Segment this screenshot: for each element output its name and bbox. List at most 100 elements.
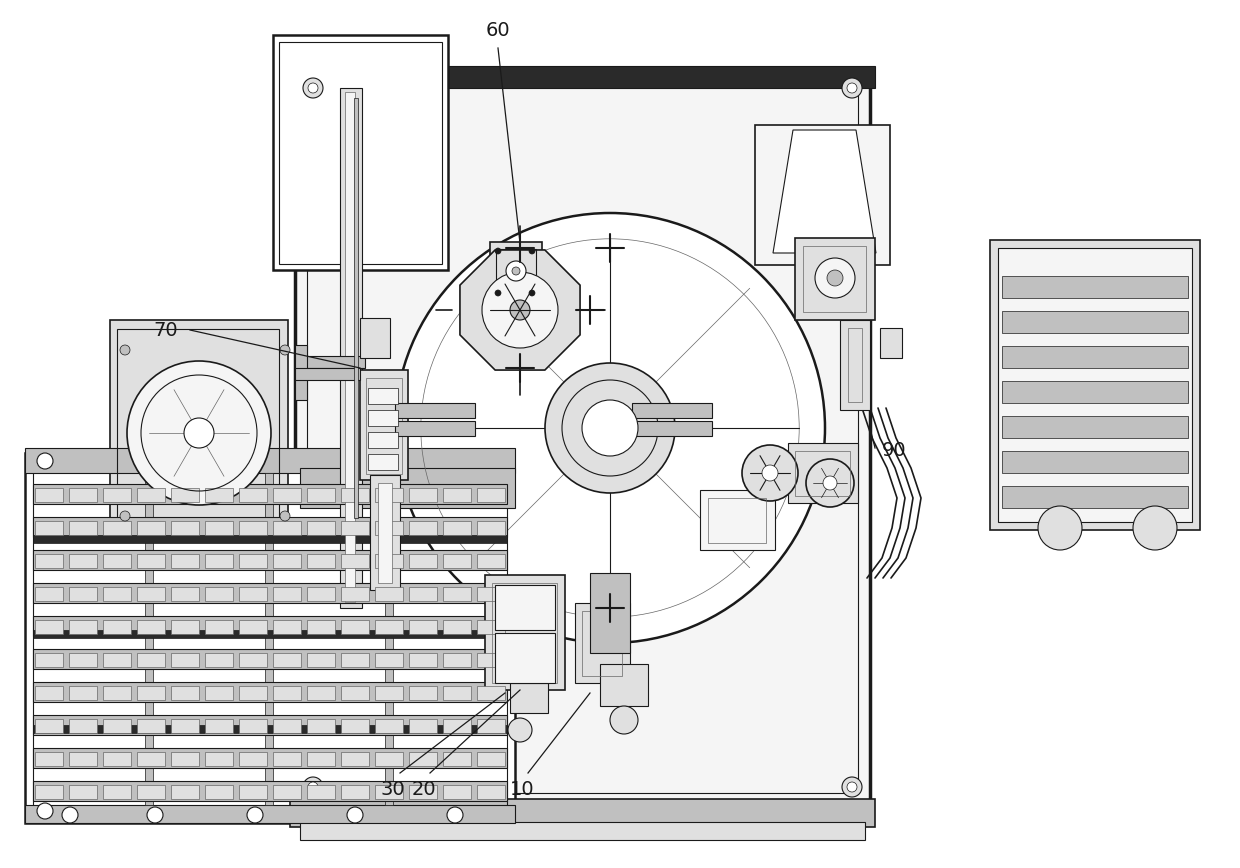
- Circle shape: [308, 83, 317, 93]
- Bar: [205, 653, 233, 667]
- Bar: [477, 719, 505, 733]
- Bar: [171, 785, 198, 799]
- Bar: [69, 587, 97, 601]
- Bar: [103, 554, 131, 568]
- Bar: [239, 719, 267, 733]
- Bar: [409, 587, 436, 601]
- Bar: [273, 620, 301, 634]
- Bar: [1002, 381, 1188, 403]
- Text: 20: 20: [412, 780, 436, 799]
- Circle shape: [510, 300, 529, 320]
- Bar: [374, 620, 403, 634]
- Bar: [273, 488, 301, 502]
- Circle shape: [347, 807, 363, 823]
- Bar: [409, 686, 436, 700]
- Bar: [1002, 451, 1188, 473]
- Bar: [370, 475, 401, 590]
- Bar: [279, 42, 441, 264]
- Text: 30: 30: [381, 780, 405, 799]
- Bar: [477, 752, 505, 766]
- Bar: [33, 484, 507, 504]
- Bar: [205, 521, 233, 535]
- Bar: [136, 554, 165, 568]
- Bar: [374, 719, 403, 733]
- Bar: [308, 785, 335, 799]
- Bar: [239, 620, 267, 634]
- Bar: [33, 583, 507, 603]
- Bar: [103, 620, 131, 634]
- Bar: [103, 785, 131, 799]
- Circle shape: [763, 465, 777, 481]
- Circle shape: [508, 718, 532, 742]
- Circle shape: [280, 345, 290, 355]
- Bar: [103, 686, 131, 700]
- Bar: [495, 633, 556, 683]
- Bar: [575, 603, 630, 683]
- Bar: [477, 686, 505, 700]
- Circle shape: [37, 453, 53, 469]
- Bar: [290, 799, 875, 827]
- Bar: [374, 785, 403, 799]
- Bar: [239, 554, 267, 568]
- Bar: [35, 785, 63, 799]
- Bar: [443, 620, 471, 634]
- Bar: [35, 719, 63, 733]
- Bar: [103, 521, 131, 535]
- Bar: [205, 686, 233, 700]
- Bar: [308, 488, 335, 502]
- Bar: [341, 587, 370, 601]
- Bar: [443, 785, 471, 799]
- Bar: [795, 451, 849, 496]
- Bar: [103, 653, 131, 667]
- Bar: [171, 587, 198, 601]
- Bar: [384, 473, 393, 805]
- Bar: [35, 620, 63, 634]
- Circle shape: [126, 361, 272, 505]
- Text: 60: 60: [486, 21, 511, 40]
- Bar: [145, 473, 153, 805]
- Bar: [33, 616, 507, 636]
- Bar: [409, 488, 436, 502]
- Bar: [477, 488, 505, 502]
- Bar: [103, 587, 131, 601]
- Circle shape: [742, 445, 799, 501]
- Bar: [103, 752, 131, 766]
- Bar: [443, 752, 471, 766]
- Bar: [443, 686, 471, 700]
- Circle shape: [847, 782, 857, 792]
- Bar: [368, 388, 398, 404]
- Bar: [340, 88, 362, 608]
- Bar: [103, 488, 131, 502]
- Bar: [136, 653, 165, 667]
- Circle shape: [495, 290, 501, 296]
- Bar: [409, 719, 436, 733]
- Circle shape: [610, 706, 639, 734]
- Bar: [308, 752, 335, 766]
- Bar: [701, 490, 775, 550]
- Bar: [171, 554, 198, 568]
- Bar: [35, 554, 63, 568]
- Bar: [35, 653, 63, 667]
- Circle shape: [120, 511, 130, 521]
- Circle shape: [529, 248, 534, 254]
- Bar: [787, 443, 858, 503]
- Bar: [600, 664, 649, 706]
- Circle shape: [482, 272, 558, 348]
- Bar: [69, 488, 97, 502]
- Bar: [171, 686, 198, 700]
- Bar: [443, 587, 471, 601]
- Bar: [171, 488, 198, 502]
- Circle shape: [247, 807, 263, 823]
- Bar: [374, 554, 403, 568]
- Bar: [33, 715, 507, 735]
- Bar: [273, 554, 301, 568]
- Bar: [496, 249, 536, 294]
- Bar: [136, 752, 165, 766]
- Bar: [205, 719, 233, 733]
- Bar: [360, 318, 391, 358]
- Bar: [409, 521, 436, 535]
- Bar: [308, 82, 858, 793]
- Bar: [477, 554, 505, 568]
- Bar: [396, 421, 475, 436]
- Bar: [69, 521, 97, 535]
